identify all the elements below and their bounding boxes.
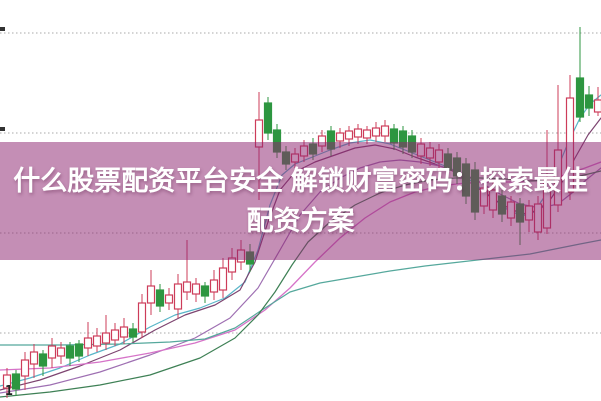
- candle: [584, 86, 594, 116]
- candle: [353, 124, 363, 144]
- candle: [83, 322, 93, 356]
- candle: [47, 338, 57, 368]
- candle: [236, 240, 246, 270]
- candle: [470, 162, 480, 220]
- candle: [20, 352, 30, 390]
- candle: [155, 284, 165, 312]
- candle: [452, 152, 462, 184]
- candle: [119, 318, 129, 344]
- candle: [74, 340, 84, 362]
- candle: [128, 323, 138, 342]
- candle: [515, 198, 525, 245]
- axis-corner-label: 1: [5, 384, 13, 399]
- candle: [191, 278, 201, 302]
- candle: [29, 344, 39, 378]
- candle: [2, 368, 12, 398]
- ma-teal-slow: [0, 239, 601, 346]
- candle: [38, 350, 48, 376]
- candle: [227, 248, 237, 280]
- candle: [497, 190, 507, 222]
- candle: [209, 270, 219, 300]
- candle: [200, 282, 210, 303]
- candle: [254, 92, 264, 200]
- candle: [326, 126, 336, 156]
- candle: [335, 128, 345, 148]
- candle: [11, 370, 21, 396]
- candle: [575, 27, 585, 122]
- candle: [362, 126, 372, 144]
- candle: [593, 87, 601, 116]
- candle: [173, 274, 183, 318]
- candle: [443, 148, 453, 178]
- candle: [218, 258, 228, 298]
- candle: [92, 328, 102, 352]
- candle: [299, 140, 309, 162]
- candle: [272, 124, 282, 158]
- candle: [565, 75, 575, 200]
- candle: [137, 294, 147, 338]
- candle: [425, 142, 435, 166]
- candle: [182, 240, 192, 300]
- candle: [371, 122, 381, 142]
- candle: [461, 158, 471, 204]
- candle: [488, 182, 498, 218]
- candle: [56, 342, 66, 364]
- candle: [101, 315, 111, 350]
- candle: [281, 146, 291, 170]
- gridlines: [0, 32, 601, 334]
- candle: [65, 342, 75, 366]
- candle: [146, 270, 156, 315]
- candle: [164, 288, 174, 310]
- candle: [308, 138, 318, 160]
- candle: [479, 180, 489, 214]
- candle: [542, 130, 552, 234]
- candle: [553, 85, 563, 212]
- candle: [263, 97, 273, 140]
- candle: [110, 323, 120, 346]
- ma-fast-purple: [0, 117, 601, 391]
- candle: [290, 148, 300, 168]
- moving-average-lines: [0, 94, 601, 398]
- y-axis-ticks: [0, 27, 5, 131]
- candle: [380, 120, 390, 142]
